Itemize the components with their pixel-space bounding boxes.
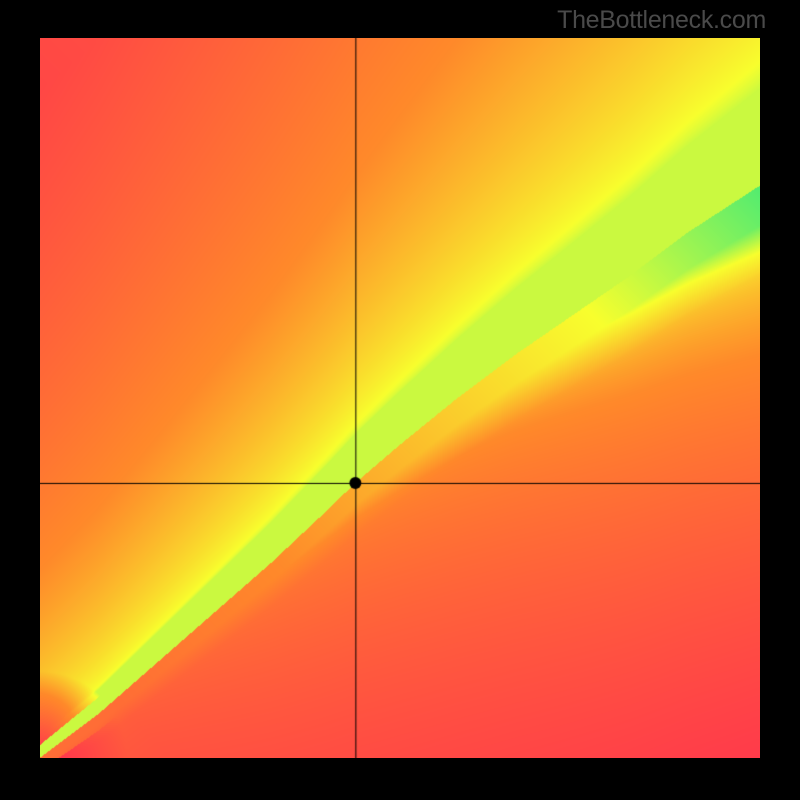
chart-container: TheBottleneck.com bbox=[0, 0, 800, 800]
heatmap-canvas bbox=[40, 38, 760, 758]
heatmap-plot bbox=[40, 38, 760, 758]
watermark-text: TheBottleneck.com bbox=[557, 6, 766, 35]
